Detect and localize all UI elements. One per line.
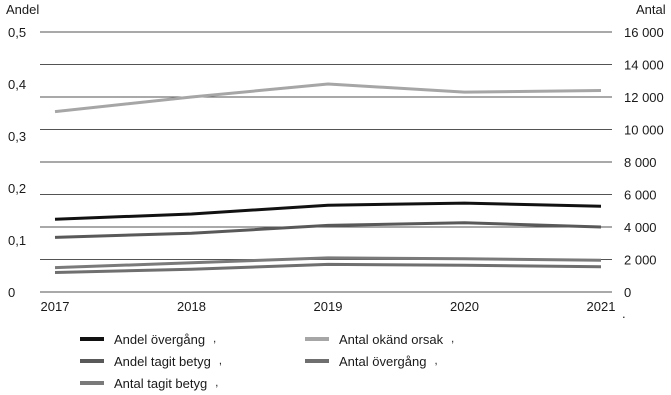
- x-axis-trailing-mark: .: [622, 306, 626, 321]
- legend-label: Andel tagit betyg: [114, 353, 211, 369]
- x-axis-ticks: 2017 2018 2019 2020 2021.: [41, 299, 626, 321]
- legend-separator: ,: [434, 355, 438, 367]
- series-lines: [54, 82, 602, 274]
- left-tick-label: 0,2: [8, 181, 26, 196]
- right-tick-label: 16 000: [624, 25, 664, 40]
- legend-label: Antal okänd orsak: [339, 331, 444, 347]
- grid-lines: [40, 31, 612, 293]
- series-line-antal-ok-nd-orsak: [54, 82, 602, 114]
- legend-item: Antal okänd orsak,: [305, 330, 454, 348]
- right-tick-label: 6 000: [624, 188, 657, 203]
- x-tick-label: 2018: [177, 299, 206, 314]
- legend-item: Andel tagit betyg,: [80, 352, 222, 370]
- right-tick-label: 12 000: [624, 90, 664, 105]
- legend-item: Antal tagit betyg,: [80, 374, 218, 392]
- right-tick-label: 4 000: [624, 220, 657, 235]
- right-axis-ticks: 0 2 000 4 000 6 000 8 000 10 000 12 000 14 000 1…: [624, 25, 664, 300]
- left-tick-label: 0,1: [8, 233, 26, 248]
- left-tick-label: 0: [8, 285, 15, 300]
- left-tick-label: 0,4: [8, 77, 26, 92]
- legend-label: Antal tagit betyg: [114, 375, 208, 391]
- legend-swatch: [80, 381, 104, 385]
- series-line-antal-verg-ng: [54, 262, 602, 274]
- x-tick-label: 2019: [314, 299, 343, 314]
- series-line-antal-tagit-betyg: [54, 256, 602, 270]
- x-tick-label: 2017: [41, 299, 70, 314]
- legend-separator: ,: [218, 355, 222, 367]
- left-tick-label: 0,3: [8, 129, 26, 144]
- right-tick-label: 2 000: [624, 253, 657, 268]
- right-tick-label: 0: [624, 285, 631, 300]
- legend-separator: ,: [451, 333, 455, 345]
- legend-swatch: [80, 359, 104, 363]
- legend-item: Antal övergång,: [305, 352, 438, 370]
- legend-item: Andel övergång,: [80, 330, 216, 348]
- legend-separator: ,: [213, 333, 217, 345]
- right-axis-title: Antal: [636, 2, 666, 17]
- series-line-andel-tagit-betyg: [54, 221, 602, 239]
- left-tick-label: 0,5: [8, 25, 26, 40]
- legend-separator: ,: [215, 377, 219, 389]
- legend-swatch: [305, 359, 329, 363]
- right-tick-label: 14 000: [624, 58, 664, 73]
- left-axis-ticks: 0 0,1 0,2 0,3 0,4 0,5: [8, 25, 26, 300]
- left-axis-title: Andel: [6, 2, 39, 17]
- x-tick-label: 2021: [587, 299, 616, 314]
- legend-label: Antal övergång: [339, 353, 427, 369]
- right-tick-label: 10 000: [624, 123, 664, 138]
- series-line-andel-verg-ng: [54, 201, 602, 221]
- legend-swatch: [305, 337, 329, 341]
- legend-label: Andel övergång: [114, 331, 206, 347]
- right-tick-label: 8 000: [624, 155, 657, 170]
- x-tick-label: 2020: [450, 299, 479, 314]
- legend-swatch: [80, 337, 104, 341]
